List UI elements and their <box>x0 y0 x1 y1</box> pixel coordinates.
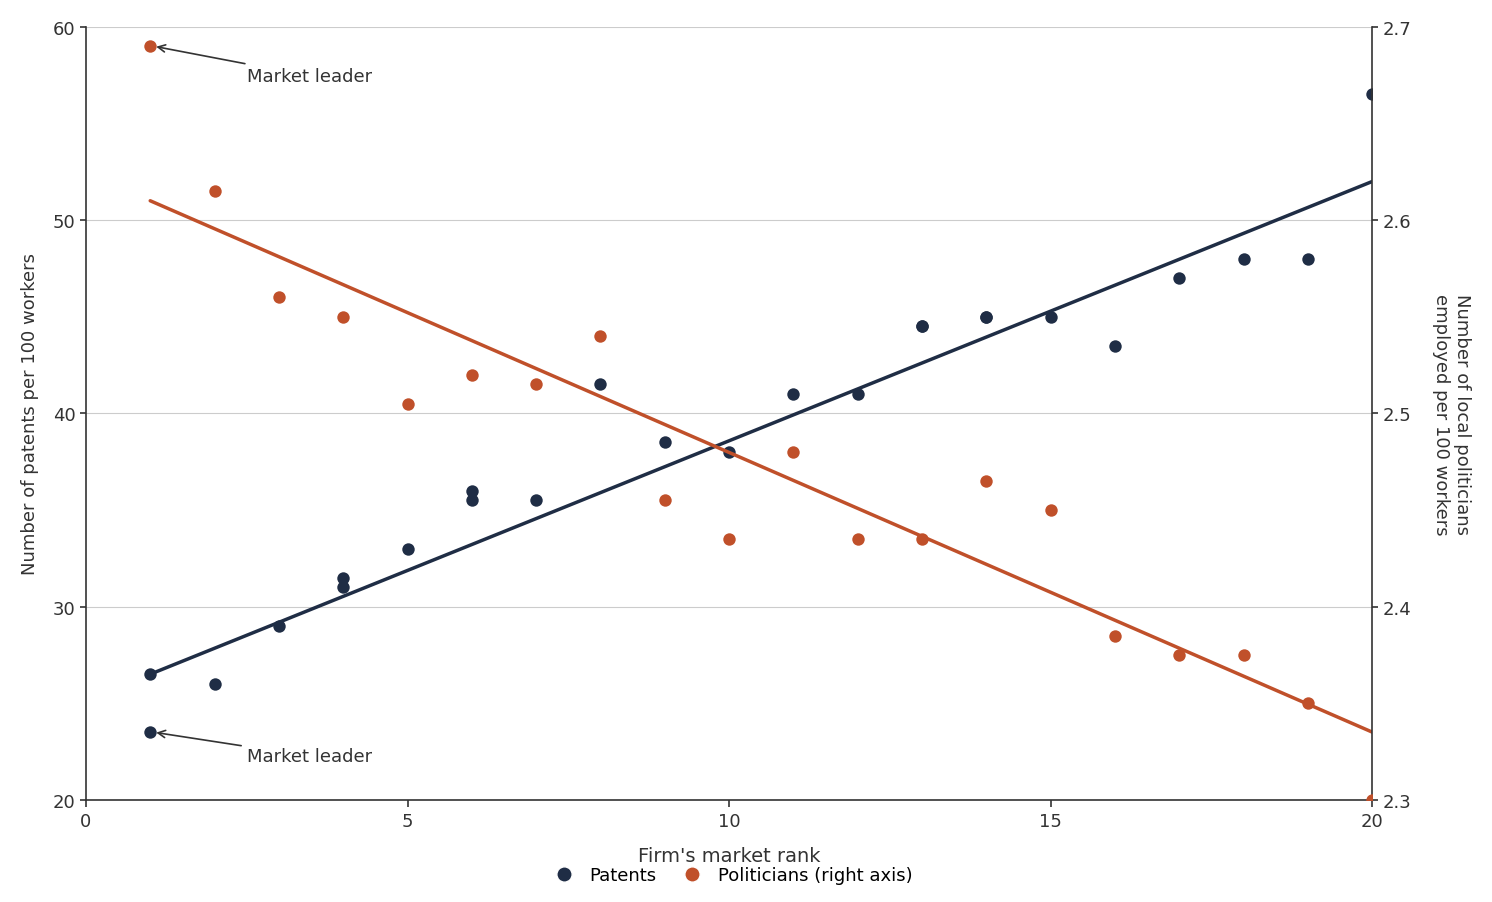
Point <box>524 378 548 392</box>
Point <box>846 387 870 401</box>
Point <box>1297 253 1320 267</box>
Text: Market leader: Market leader <box>158 731 372 765</box>
Point <box>203 676 227 691</box>
Point <box>1103 339 1126 354</box>
Point <box>1232 253 1256 267</box>
Point <box>910 320 934 335</box>
Point <box>460 483 483 498</box>
X-axis label: Firm's market rank: Firm's market rank <box>639 846 821 865</box>
Point <box>1361 793 1385 807</box>
Legend: Patents, Politicians (right axis): Patents, Politicians (right axis) <box>539 859 919 891</box>
Point <box>718 532 742 547</box>
Point <box>1167 272 1191 286</box>
Point <box>331 571 355 585</box>
Point <box>139 725 163 740</box>
Point <box>846 532 870 547</box>
Point <box>460 493 483 508</box>
Point <box>974 474 998 489</box>
Point <box>139 667 163 682</box>
Point <box>1297 696 1320 711</box>
Point <box>782 446 806 460</box>
Point <box>1038 310 1062 325</box>
Point <box>1361 88 1385 103</box>
Point <box>974 310 998 325</box>
Point <box>910 320 934 335</box>
Point <box>718 446 742 460</box>
Point <box>588 378 612 392</box>
Point <box>331 580 355 594</box>
Point <box>1103 629 1126 643</box>
Point <box>331 310 355 325</box>
Point <box>1232 648 1256 662</box>
Point <box>139 40 163 54</box>
Point <box>1167 648 1191 662</box>
Text: Market leader: Market leader <box>158 46 372 86</box>
Point <box>653 436 677 450</box>
Point <box>588 329 612 344</box>
Point <box>395 397 419 411</box>
Point <box>460 368 483 382</box>
Y-axis label: Number of local politicians
employed per 100 workers: Number of local politicians employed per… <box>1432 293 1471 535</box>
Point <box>203 185 227 199</box>
Point <box>395 542 419 557</box>
Point <box>974 310 998 325</box>
Point <box>782 387 806 401</box>
Point <box>267 619 291 633</box>
Point <box>910 532 934 547</box>
Point <box>267 290 291 305</box>
Point <box>653 493 677 508</box>
Point <box>524 493 548 508</box>
Y-axis label: Number of patents per 100 workers: Number of patents per 100 workers <box>21 253 39 575</box>
Point <box>1038 503 1062 518</box>
